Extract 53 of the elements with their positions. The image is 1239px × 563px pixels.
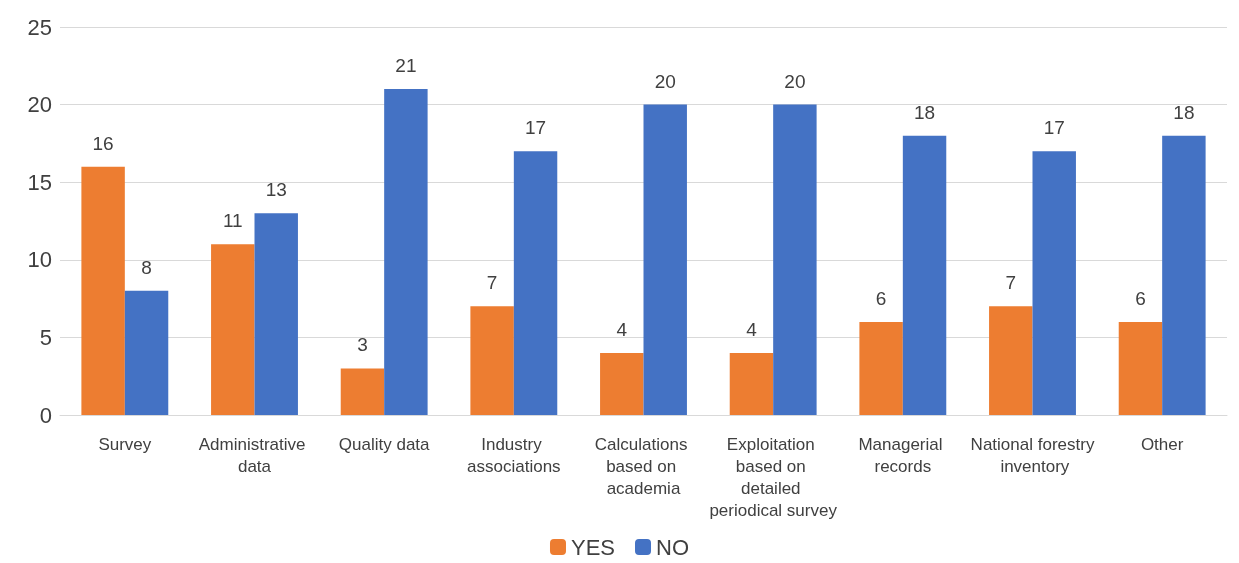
bar [1118, 321, 1163, 415]
legend-label: YES [570, 534, 616, 560]
x-tick-label: National forestry inventory [970, 434, 1095, 476]
bar [124, 290, 169, 415]
x-tick-label: Other [1140, 434, 1184, 454]
x-tick-label: Industry associations [467, 434, 561, 476]
bar [729, 352, 774, 415]
data-label: 18 [913, 101, 936, 123]
bar [1162, 135, 1206, 415]
data-label: 18 [1173, 101, 1195, 123]
bar [254, 213, 298, 415]
data-label: 13 [265, 179, 287, 201]
x-tick-label: Managerial records [858, 434, 948, 476]
data-label: 6 [875, 287, 887, 309]
bar [902, 135, 947, 415]
data-label: 3 [357, 334, 368, 356]
data-label: 4 [616, 318, 628, 340]
data-label: 17 [1043, 117, 1065, 139]
bar [81, 166, 125, 415]
data-label: 11 [222, 210, 243, 232]
data-label: 7 [486, 272, 498, 294]
bar [470, 306, 514, 415]
y-tick-label: 15 [27, 169, 52, 195]
data-label: 8 [141, 256, 152, 278]
data-label: 6 [1135, 287, 1146, 309]
y-tick-label: 25 [27, 14, 52, 40]
bar [859, 321, 903, 415]
bar [989, 306, 1033, 415]
data-label: 20 [654, 70, 676, 92]
data-label: 7 [1005, 272, 1017, 294]
data-label: 4 [746, 318, 758, 340]
bar [1032, 151, 1076, 415]
bar [513, 151, 558, 415]
legend-label: NO [656, 534, 690, 560]
y-tick-label: 0 [39, 402, 52, 428]
data-label: 17 [524, 117, 547, 139]
y-tick-label: 20 [27, 92, 52, 118]
data-label: 16 [92, 132, 114, 154]
data-label: 21 [395, 55, 417, 77]
bar [211, 244, 255, 415]
bar [643, 104, 687, 415]
x-tick-label: Administrative data [198, 434, 311, 476]
y-tick-label: 5 [39, 324, 52, 350]
x-tick-label: Exploitation based on detailed periodical survey [709, 434, 838, 520]
data-label: 20 [784, 70, 806, 92]
bar [773, 104, 817, 415]
bar [600, 352, 644, 415]
x-tick-label: Survey [98, 434, 152, 454]
x-tick-label: Calculations based on academia [594, 434, 693, 498]
y-tick-label: 10 [27, 247, 52, 273]
bar [384, 89, 428, 415]
x-tick-label: Quality data [338, 434, 431, 454]
bar [340, 368, 385, 415]
